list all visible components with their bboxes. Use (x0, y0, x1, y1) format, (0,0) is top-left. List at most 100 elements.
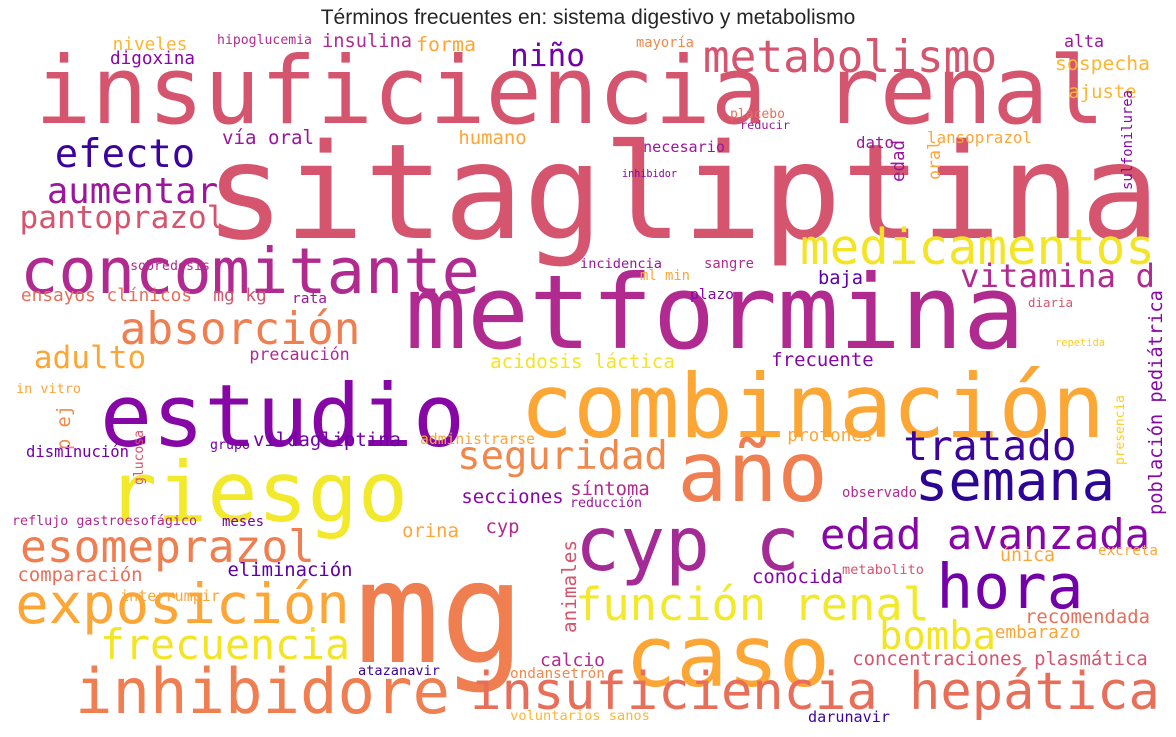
word-administrarse: administrarse (420, 431, 535, 449)
word-protones: protones (787, 426, 873, 447)
word-glucosa: glucosa (132, 430, 148, 485)
word-edad-avanzada: edad avanzada (820, 509, 1150, 559)
word-baja: baja (818, 267, 863, 289)
word-reduccion: reducción (570, 496, 642, 512)
word-metabolismo: metabolismo (702, 31, 998, 83)
word-medicamentos: medicamentos (800, 217, 1155, 276)
word-digoxina: digoxina (110, 49, 195, 70)
word-frecuente: frecuente (771, 349, 874, 372)
word-conocida: conocida (752, 566, 843, 589)
word-sulfonilurea: sulfonilurea (1120, 90, 1137, 190)
word-hora: hora (936, 551, 1084, 623)
word-estudio: estudio (99, 367, 465, 468)
word-forma: forma (416, 33, 476, 57)
word-mg-kg: mg kg (213, 286, 267, 307)
word-edad: edad (889, 140, 910, 182)
word-excreta: excreta (1098, 542, 1158, 559)
word-absorcion: absorción (119, 303, 361, 355)
word-animales: animales (558, 540, 582, 633)
word-insulina: insulina (322, 30, 412, 52)
word-metabolito: metabolito (842, 562, 924, 579)
word-cyp-c: cyp c (575, 500, 800, 588)
word-nino: niño (510, 38, 585, 75)
word-via-oral: vía oral (222, 126, 314, 150)
word-disminucion: disminución (26, 443, 129, 462)
word-pantoprazol: pantoprazol (19, 200, 226, 237)
word-meses: meses (222, 514, 264, 531)
word-alta: alta (1064, 31, 1104, 51)
word-poblacion-pediatrica: población pediátrica (1146, 290, 1168, 515)
word-sitagliptina: sitagliptina (204, 115, 1160, 270)
word-secciones: secciones (461, 486, 564, 509)
word-efecto: efecto (54, 132, 196, 178)
word-mg: mg (355, 532, 525, 697)
word-reflujo-gastroesofagico: reflujo gastroesofágico (12, 514, 197, 530)
word-precaucion: precaución (249, 345, 350, 365)
word-esomeprazol: esomeprazol (20, 521, 315, 574)
word-orina: orina (402, 520, 459, 543)
word-grupo: grupo (210, 437, 250, 453)
word-inhibidore: inhibidore (75, 655, 450, 729)
word-tratado: tratado (903, 421, 1077, 470)
word-voluntarios-sanos: voluntarios sanos (510, 708, 650, 725)
word-interrumpir: interrumpir (120, 587, 220, 606)
word-embarazo: embarazo (994, 623, 1081, 644)
word-frecuencia: frecuencia (100, 620, 350, 670)
word-plazo: plazo (690, 285, 734, 303)
word-darunavir: darunavir (808, 708, 890, 727)
word-seguridad: seguridad (457, 434, 668, 480)
word-vildagliptina: vildagliptina (253, 428, 401, 451)
word-sospecha: sospecha (1055, 52, 1150, 76)
chart-title: Términos frecuentes en: sistema digestiv… (320, 6, 856, 29)
word-in-vitro: in vitro (16, 381, 81, 398)
word-incidencia: incidencia (580, 256, 662, 273)
word-insuficiencia-hepatica: insuficiencia hepática (470, 662, 1160, 723)
word-ensayos-clinicos: ensayos clínicos (20, 286, 193, 307)
word-repetida: repetida (1055, 336, 1105, 349)
word-ml-min: ml min (640, 267, 690, 284)
word-insuficiencia-renal: insuficiencia renal (35, 37, 1105, 147)
word-atazanavir: atazanavir (358, 663, 440, 680)
word-oral: oral (924, 140, 944, 180)
word-adulto: adulto (33, 340, 147, 377)
word-presencia: presencia (1112, 395, 1128, 465)
word-cyp: cyp (485, 516, 520, 539)
word-observado: observado (842, 485, 917, 502)
word-concomitante: concomitante (20, 234, 480, 309)
word-hipoglucemia: hipoglucemia (217, 33, 312, 49)
word-bomba: bomba (878, 614, 997, 660)
word-niveles: niveles (112, 35, 188, 56)
word-mayoria: mayoría (636, 35, 694, 52)
word-funcion-renal: función renal (575, 578, 930, 632)
word-reducir: reducir (740, 118, 790, 133)
word-dato: dato (856, 132, 894, 152)
word-acidosis-lactica: acidosis láctica (490, 350, 675, 374)
word-ondansetron: ondansetrón (510, 665, 605, 682)
word-ajuste: ajuste (1068, 81, 1137, 104)
word-caso: caso (625, 607, 830, 707)
word-combinacion: combinación (520, 355, 1105, 459)
word-necesario: necesario (643, 138, 725, 157)
word-humano: humano (458, 127, 527, 150)
word-inhibidor: inhibidor (622, 168, 677, 180)
word-metformina: metformina (405, 252, 1025, 373)
word-concentraciones-plasmatica: concentraciones plasmática (852, 648, 1148, 671)
word-rata: rata (292, 290, 327, 307)
word-exposicion: exposición (15, 572, 350, 638)
word-ano: año (677, 423, 828, 521)
word-riesgo: riesgo (106, 443, 408, 541)
word-diaria: diaria (1028, 295, 1073, 311)
word-semana: semana (915, 449, 1115, 514)
word-calcio: calcio (540, 649, 605, 671)
word-lansoprazol: lansoprazol (927, 128, 1032, 148)
word-eliminacion: eliminación (227, 559, 353, 582)
word-aumentar: aumentar (46, 171, 219, 213)
word-sobredosis: sobredosis (130, 259, 210, 275)
word-sintoma: síntoma (570, 478, 650, 501)
word-sangre: sangre (704, 256, 754, 273)
word-placebo: placebo (730, 107, 785, 123)
word-vitamina-d: vitamina d (960, 256, 1155, 295)
word-unica: única (1000, 544, 1055, 566)
word-recomendada: recomendada (1024, 605, 1150, 628)
